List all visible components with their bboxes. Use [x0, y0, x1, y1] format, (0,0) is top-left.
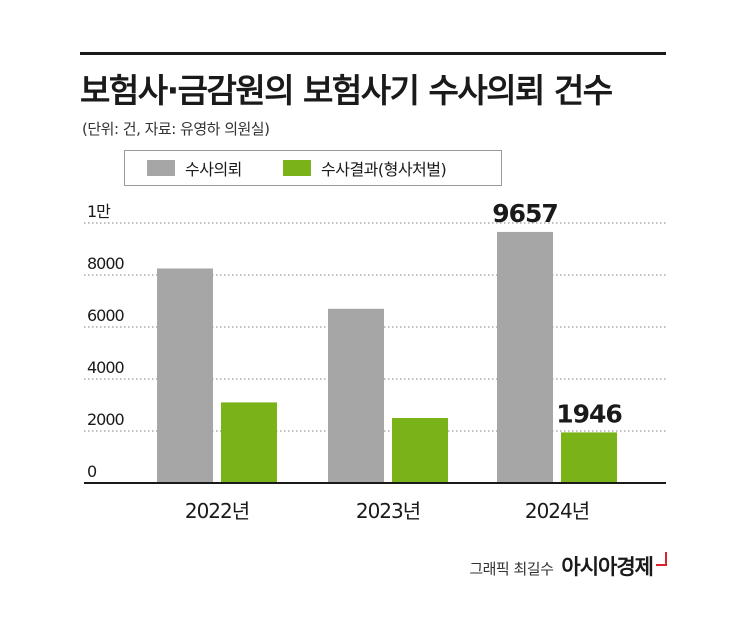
bar-series-2 [561, 432, 617, 483]
credit: 그래픽 최길수 아시아경제 [469, 551, 667, 581]
x-tick-label: 2024년 [525, 499, 589, 523]
legend-swatch-series-1 [147, 160, 175, 176]
chart-title: 보험사·금감원의 보험사기 수사의뢰 건수 [80, 71, 613, 110]
top-rule [80, 52, 666, 55]
legend-item-series-1: 수사의뢰 [147, 151, 242, 185]
y-tick-label: 6000 [87, 306, 125, 325]
bar-series-1 [497, 231, 553, 483]
bar-series-2 [392, 418, 448, 483]
legend-item-series-2: 수사결과(형사처벌) [283, 151, 447, 185]
bar-series-1 [157, 268, 213, 483]
brand-logo-mark [656, 552, 667, 566]
x-tick-label: 2023년 [356, 499, 420, 523]
y-tick-label: 4000 [87, 358, 125, 377]
data-label: 1946 [556, 399, 622, 428]
x-tick-label: 2022년 [185, 499, 249, 523]
credit-label: 그래픽 최길수 [469, 560, 554, 578]
legend: 수사의뢰 수사결과(형사처벌) [124, 150, 502, 186]
bar-series-2 [221, 402, 277, 483]
brand-name: 아시아경제 [561, 555, 654, 579]
legend-swatch-series-2 [283, 160, 311, 176]
y-tick-label: 0 [87, 462, 97, 481]
y-tick-label: 1만 [87, 202, 111, 221]
data-label: 9657 [492, 199, 558, 228]
chart-subtitle: (단위: 건, 자료: 유영하 의원실) [82, 120, 270, 138]
y-tick-label: 8000 [87, 254, 125, 273]
bar-series-1 [328, 308, 384, 483]
legend-label-series-1: 수사의뢰 [185, 160, 242, 179]
legend-label-series-2: 수사결과(형사처벌) [321, 160, 447, 179]
y-tick-label: 2000 [87, 410, 125, 429]
